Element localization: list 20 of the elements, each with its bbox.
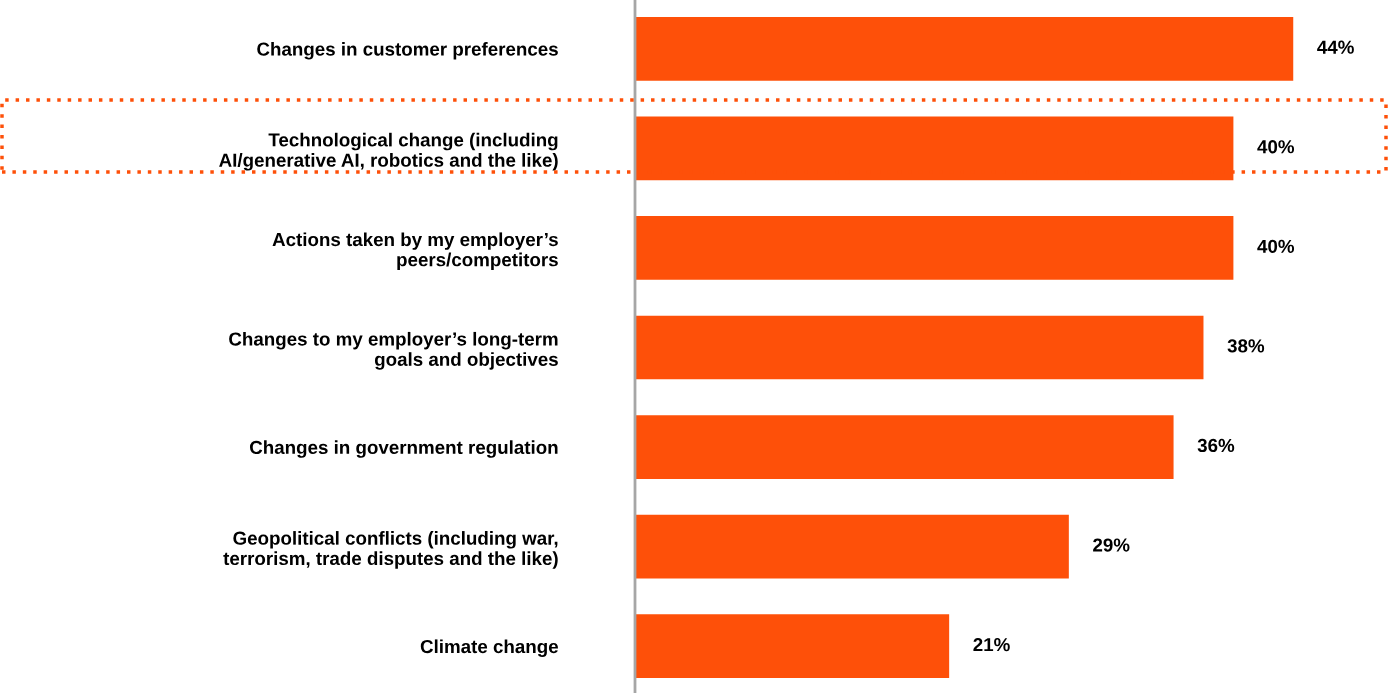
y-tick-label: Geopolitical conflicts (including war, terrorism, trade disputes and the like) (223, 531, 558, 569)
bar (635, 216, 1234, 280)
bar (635, 16, 1294, 81)
y-tick-label: Actions taken by my employer’s peers/competitors (272, 232, 558, 271)
bar (635, 514, 1069, 579)
bar (635, 614, 950, 679)
y-tick-label: Changes to my employer’s long-term goals and objectives (229, 331, 558, 370)
data-label: 40% (1257, 140, 1295, 154)
bar (635, 415, 1174, 479)
data-label: 44% (1317, 40, 1354, 54)
y-tick-label: Changes in government regulation (249, 440, 558, 458)
data-label: 29% (1093, 538, 1130, 552)
data-label: 21% (973, 637, 1010, 652)
y-tick-label: Changes in customer preferences (257, 41, 558, 60)
data-label: 38% (1227, 339, 1265, 353)
y-tick-label: Technological change (including AI/generative AI, robotics and the like) (219, 132, 558, 171)
data-label: 40% (1257, 239, 1295, 253)
y-tick-label: Climate change (420, 639, 558, 657)
data-label: 36% (1197, 438, 1235, 453)
bar (635, 315, 1204, 380)
